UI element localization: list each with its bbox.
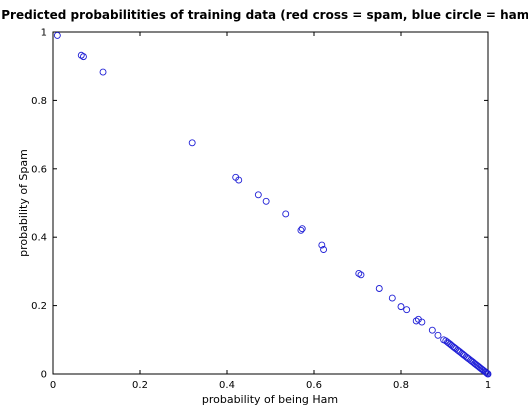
data-point: [397, 303, 405, 311]
x-tick-label: 0.2: [132, 380, 148, 391]
data-point: [188, 139, 196, 147]
data-point: [482, 368, 490, 376]
y-tick-label: 1: [41, 28, 47, 39]
y-tick-label: 0.6: [31, 164, 47, 175]
plot-area: [52, 31, 489, 375]
x-tick-label: 0: [50, 380, 56, 391]
data-point: [262, 197, 270, 205]
data-point: [375, 285, 383, 292]
data-point: [254, 191, 262, 199]
data-point: [388, 294, 396, 302]
data-point: [428, 326, 436, 334]
y-tick-label: 0.4: [31, 233, 47, 244]
data-point: [418, 318, 426, 326]
axis-ticks: 0 0.2 0.4 0.6 0.8 1 0 0.2 0.4 0.6 0.8 1: [31, 28, 491, 392]
data-point: [403, 306, 411, 314]
x-tick-label: 0.4: [219, 380, 235, 391]
data-point: [235, 176, 243, 184]
y-tick-label: 0: [41, 370, 47, 381]
data-point: [357, 271, 365, 279]
data-point: [79, 53, 87, 61]
x-tick-label: 1: [485, 380, 491, 391]
data-point: [483, 369, 491, 377]
data-point: [282, 210, 290, 218]
y-tick-label: 0.8: [31, 96, 47, 107]
data-point: [434, 331, 442, 339]
data-point: [320, 246, 328, 253]
y-tick-label: 0.2: [31, 301, 47, 312]
x-tick-label: 0.6: [306, 380, 322, 391]
x-tick-label: 0.8: [393, 380, 409, 391]
data-point: [484, 370, 492, 378]
x-axis-label: probability of being Ham: [202, 393, 338, 406]
data-point: [318, 241, 326, 249]
data-point: [298, 225, 306, 233]
y-axis-label: probability of Spam: [17, 149, 30, 257]
chart-title: Predicted probabilitities of training da…: [1, 8, 528, 22]
data-point: [297, 226, 305, 234]
data-points: [53, 31, 492, 378]
data-point: [53, 31, 61, 39]
data-point: [99, 68, 107, 76]
